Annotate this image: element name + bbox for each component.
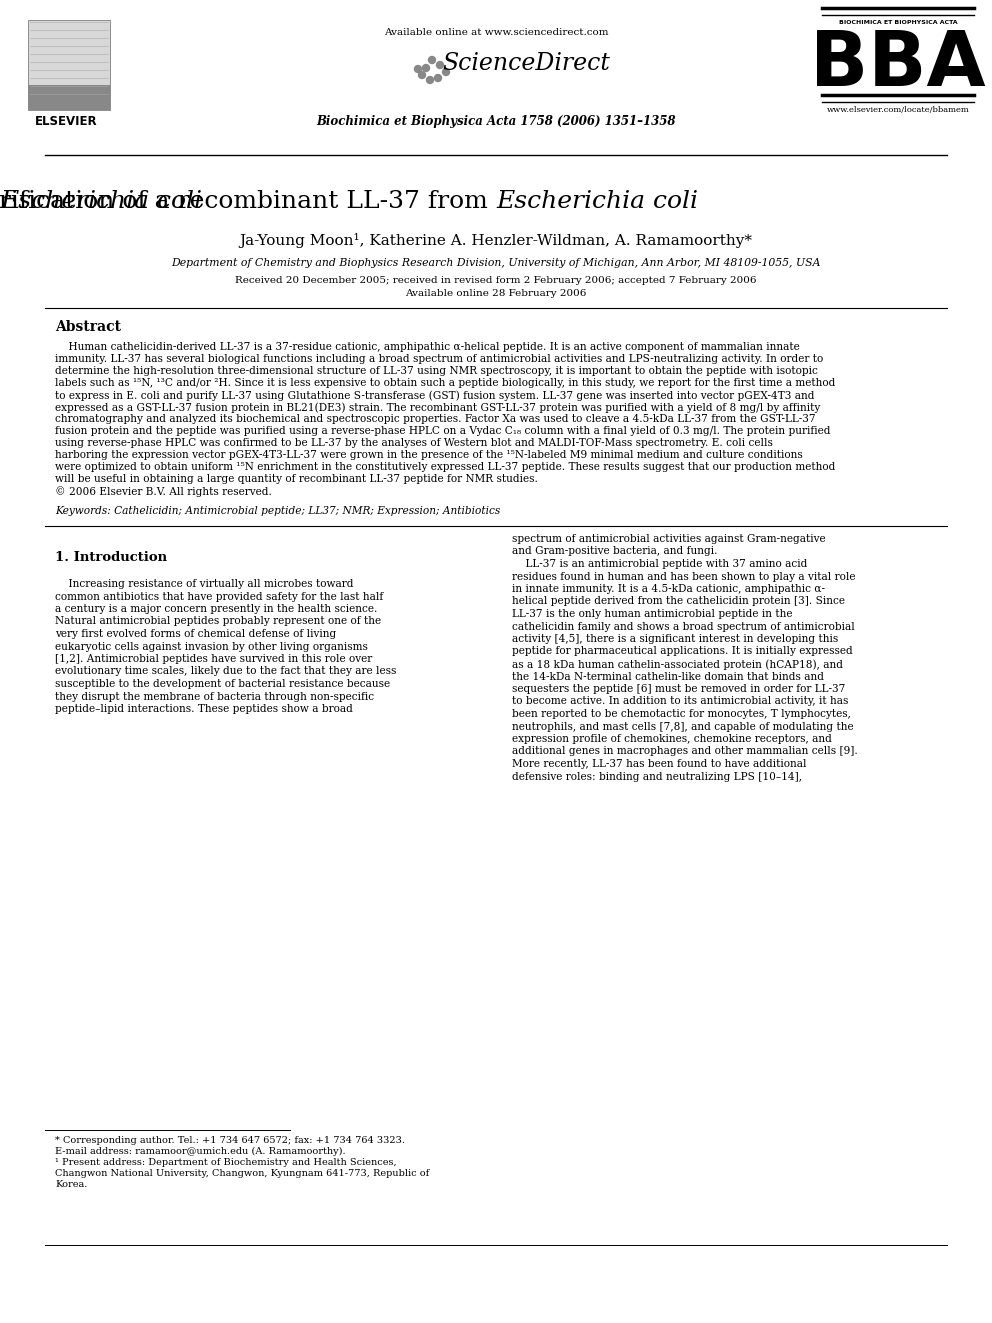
Text: chromatography and analyzed its biochemical and spectroscopic properties. Factor: chromatography and analyzed its biochemi… — [55, 414, 815, 423]
Text: and Gram-positive bacteria, and fungi.: and Gram-positive bacteria, and fungi. — [512, 546, 717, 557]
Text: peptide for pharmaceutical applications. It is initially expressed: peptide for pharmaceutical applications.… — [512, 647, 853, 656]
Circle shape — [419, 71, 426, 78]
Text: in innate immunity. It is a 4.5-kDa cationic, amphipathic α-: in innate immunity. It is a 4.5-kDa cati… — [512, 583, 825, 594]
Text: * Corresponding author. Tel.: +1 734 647 6572; fax: +1 734 764 3323.: * Corresponding author. Tel.: +1 734 647… — [55, 1136, 405, 1144]
Text: expressed as a GST-LL-37 fusion protein in BL21(DE3) strain. The recombinant GST: expressed as a GST-LL-37 fusion protein … — [55, 402, 820, 413]
Text: defensive roles: binding and neutralizing LPS [10–14],: defensive roles: binding and neutralizin… — [512, 771, 802, 782]
Text: will be useful in obtaining a large quantity of recombinant LL-37 peptide for NM: will be useful in obtaining a large quan… — [55, 474, 538, 484]
Text: harboring the expression vector pGEX-4T3-LL-37 were grown in the presence of the: harboring the expression vector pGEX-4T3… — [55, 450, 803, 460]
Text: they disrupt the membrane of bacteria through non-specific: they disrupt the membrane of bacteria th… — [55, 692, 374, 701]
Circle shape — [427, 77, 434, 83]
Text: neutrophils, and mast cells [7,8], and capable of modulating the: neutrophils, and mast cells [7,8], and c… — [512, 721, 854, 732]
Circle shape — [436, 61, 443, 69]
Text: the 14-kDa N-terminal cathelin-like domain that binds and: the 14-kDa N-terminal cathelin-like doma… — [512, 672, 824, 681]
Text: [1,2]. Antimicrobial peptides have survived in this role over: [1,2]. Antimicrobial peptides have survi… — [55, 654, 372, 664]
Text: using reverse-phase HPLC was confirmed to be LL-37 by the analyses of Western bl: using reverse-phase HPLC was confirmed t… — [55, 438, 773, 448]
Text: labels such as ¹⁵N, ¹³C and/or ²H. Since it is less expensive to obtain such a p: labels such as ¹⁵N, ¹³C and/or ²H. Since… — [55, 378, 835, 388]
Text: as a 18 kDa human cathelin-associated protein (hCAP18), and: as a 18 kDa human cathelin-associated pr… — [512, 659, 843, 669]
Text: Department of Chemistry and Biophysics Research Division, University of Michigan: Department of Chemistry and Biophysics R… — [172, 258, 820, 269]
Text: LL-37 is the only human antimicrobial peptide in the: LL-37 is the only human antimicrobial pe… — [512, 609, 793, 619]
Text: ¹ Present address: Department of Biochemistry and Health Sciences,: ¹ Present address: Department of Biochem… — [55, 1158, 397, 1167]
Text: Biochimica et Biophysica Acta 1758 (2006) 1351–1358: Biochimica et Biophysica Acta 1758 (2006… — [316, 115, 676, 128]
Text: additional genes in macrophages and other mammalian cells [9].: additional genes in macrophages and othe… — [512, 746, 858, 757]
Text: Keywords: Cathelicidin; Antimicrobial peptide; LL37; NMR; Expression; Antibiotic: Keywords: Cathelicidin; Antimicrobial pe… — [55, 505, 500, 516]
Text: peptide–lipid interactions. These peptides show a broad: peptide–lipid interactions. These peptid… — [55, 704, 353, 714]
Text: been reported to be chemotactic for monocytes, T lymphocytes,: been reported to be chemotactic for mono… — [512, 709, 851, 718]
Text: 1. Introduction: 1. Introduction — [55, 550, 167, 564]
Text: were optimized to obtain uniform ¹⁵N enrichment in the constitutively expressed : were optimized to obtain uniform ¹⁵N enr… — [55, 462, 835, 472]
Text: Received 20 December 2005; received in revised form 2 February 2006; accepted 7 : Received 20 December 2005; received in r… — [235, 277, 757, 284]
Text: Available online 28 February 2006: Available online 28 February 2006 — [406, 288, 586, 298]
Text: Changwon National University, Changwon, Kyungnam 641-773, Republic of: Changwon National University, Changwon, … — [55, 1170, 430, 1177]
Text: helical peptide derived from the cathelicidin protein [3]. Since: helical peptide derived from the catheli… — [512, 597, 845, 606]
Text: residues found in human and has been shown to play a vital role: residues found in human and has been sho… — [512, 572, 855, 582]
Circle shape — [415, 66, 422, 73]
Text: E-mail address: ramamoor@umich.edu (A. Ramamoorthy).: E-mail address: ramamoor@umich.edu (A. R… — [55, 1147, 345, 1156]
Text: expression profile of chemokines, chemokine receptors, and: expression profile of chemokines, chemok… — [512, 734, 832, 744]
Text: activity [4,5], there is a significant interest in developing this: activity [4,5], there is a significant i… — [512, 634, 838, 644]
Text: sequesters the peptide [6] must be removed in order for LL-37: sequesters the peptide [6] must be remov… — [512, 684, 845, 695]
Text: ScienceDirect: ScienceDirect — [442, 53, 610, 75]
Text: Abstract: Abstract — [55, 320, 121, 333]
Text: very first evolved forms of chemical defense of living: very first evolved forms of chemical def… — [55, 628, 336, 639]
Text: common antibiotics that have provided safety for the last half: common antibiotics that have provided sa… — [55, 591, 383, 602]
Text: Increasing resistance of virtually all microbes toward: Increasing resistance of virtually all m… — [55, 579, 353, 589]
Text: eukaryotic cells against invasion by other living organisms: eukaryotic cells against invasion by oth… — [55, 642, 368, 651]
Bar — [28, 85, 110, 110]
Text: a century is a major concern presently in the health science.: a century is a major concern presently i… — [55, 605, 377, 614]
Text: www.elsevier.com/locate/bbamem: www.elsevier.com/locate/bbamem — [826, 106, 969, 114]
Text: immunity. LL-37 has several biological functions including a broad spectrum of a: immunity. LL-37 has several biological f… — [55, 355, 823, 364]
Text: Expression and purification of a recombinant LL-37 from: Expression and purification of a recombi… — [0, 191, 496, 213]
Text: to express in E. coli and purify LL-37 using Glutathione S-transferase (GST) fus: to express in E. coli and purify LL-37 u… — [55, 390, 814, 401]
Text: evolutionary time scales, likely due to the fact that they are less: evolutionary time scales, likely due to … — [55, 667, 397, 676]
Text: Available online at www.sciencedirect.com: Available online at www.sciencedirect.co… — [384, 28, 608, 37]
Text: LL-37 is an antimicrobial peptide with 37 amino acid: LL-37 is an antimicrobial peptide with 3… — [512, 560, 807, 569]
Text: Human cathelicidin-derived LL-37 is a 37-residue cationic, amphipathic α-helical: Human cathelicidin-derived LL-37 is a 37… — [55, 343, 800, 352]
Text: Escherichia coli: Escherichia coli — [1, 191, 202, 213]
Text: © 2006 Elsevier B.V. All rights reserved.: © 2006 Elsevier B.V. All rights reserved… — [55, 486, 272, 496]
Circle shape — [442, 69, 449, 75]
Text: spectrum of antimicrobial activities against Gram-negative: spectrum of antimicrobial activities aga… — [512, 534, 825, 544]
Text: Ja-Young Moon¹, Katherine A. Henzler-Wildman, A. Ramamoorthy*: Ja-Young Moon¹, Katherine A. Henzler-Wil… — [239, 233, 753, 247]
Text: determine the high-resolution three-dimensional structure of LL-37 using NMR spe: determine the high-resolution three-dime… — [55, 366, 817, 376]
Text: More recently, LL-37 has been found to have additional: More recently, LL-37 has been found to h… — [512, 759, 806, 769]
Circle shape — [434, 74, 441, 82]
Text: cathelicidin family and shows a broad spectrum of antimicrobial: cathelicidin family and shows a broad sp… — [512, 622, 855, 631]
Text: Natural antimicrobial peptides probably represent one of the: Natural antimicrobial peptides probably … — [55, 617, 381, 627]
Text: Korea.: Korea. — [55, 1180, 87, 1189]
Circle shape — [429, 57, 435, 64]
Text: susceptible to the development of bacterial resistance because: susceptible to the development of bacter… — [55, 679, 390, 689]
Text: to become active. In addition to its antimicrobial activity, it has: to become active. In addition to its ant… — [512, 696, 848, 706]
Text: ELSEVIER: ELSEVIER — [35, 115, 97, 128]
Bar — [28, 20, 110, 110]
Text: BBA: BBA — [810, 28, 986, 102]
Text: BIOCHIMICA ET BIOPHYSICA ACTA: BIOCHIMICA ET BIOPHYSICA ACTA — [838, 20, 957, 25]
Circle shape — [423, 65, 430, 71]
Text: fusion protein and the peptide was purified using a reverse-phase HPLC on a Vyda: fusion protein and the peptide was purif… — [55, 426, 830, 437]
Text: Escherichia coli: Escherichia coli — [496, 191, 698, 213]
